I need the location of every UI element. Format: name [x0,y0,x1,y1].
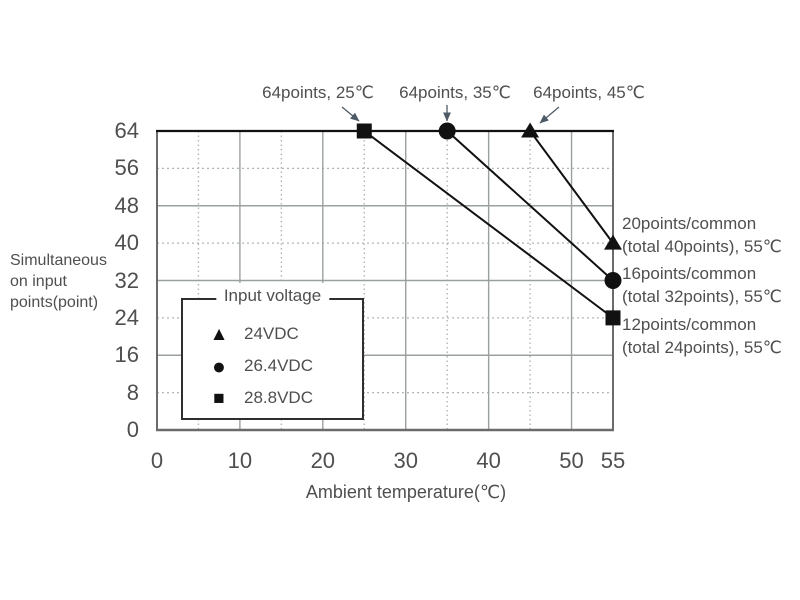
right-annotation-1-line-1: (total 32points), 55℃ [622,287,782,306]
right-annotation-2-line-0: 12points/common [622,315,757,334]
square-marker [605,310,621,326]
x-tick-label-55: 55 [600,448,626,473]
annotation-arrow-0 [341,106,360,122]
legend-title: Input voltage [215,283,330,309]
triangle-marker-icon: ▲ [209,323,229,345]
circle-marker [438,122,456,140]
y-tick-label-48: 48 [114,192,139,218]
x-axis-title: Ambient temperature(℃) [305,482,507,502]
triangle-marker [521,122,540,138]
legend-item-28-8vdc: ■ 28.8VDC [205,385,313,411]
y-tick-label-24: 24 [114,304,139,330]
top-annotation-0: 64points, 25℃ [262,83,374,102]
legend: Input voltage ▲ 24VDC ● 26.4VDC ■ 28.8VD… [181,283,364,420]
right-annotation-1-line-0: 16points/common [622,264,757,283]
right-annotation-1: 16points/common (total 32points), 55℃ [622,262,782,308]
right-annotation-0-line-0: 20points/common [622,214,757,233]
legend-item-26-4vdc: ● 26.4VDC [205,353,313,379]
legend-item-24vdc: ▲ 24VDC [205,321,299,347]
annotation-arrow-2 [539,106,560,124]
legend-label-26-4vdc: 26.4VDC [244,356,313,375]
top-annotation-2: 64points, 45℃ [533,83,645,102]
y-axis-title-line-1: Simultaneous [10,252,107,269]
y-axis-title-line-3: points(point) [10,294,99,311]
right-annotation-0: 20points/common (total 40points), 55℃ [622,212,782,258]
circle-marker [604,272,622,289]
x-tick-label-30: 30 [393,448,418,473]
triangle-marker [604,234,622,250]
y-tick-label-40: 40 [114,230,139,256]
y-axis-title-line-2: on input [10,273,67,290]
x-tick-label-10: 10 [227,448,253,473]
x-tick-label-0: 0 [150,448,164,473]
top-annotation-1: 64points, 35℃ [399,83,511,102]
y-tick-label-16: 16 [114,342,139,368]
y-tick-label-32: 32 [114,267,139,293]
legend-label-24vdc: 24VDC [244,324,299,343]
square-marker-icon: ■ [213,387,225,409]
right-annotation-0-line-1: (total 40points), 55℃ [622,237,782,256]
x-tick-label-50: 50 [559,448,584,473]
right-annotation-2: 12points/common (total 24points), 55℃ [622,313,782,359]
y-tick-label-64: 64 [114,118,139,143]
x-tick-label-40: 40 [476,448,501,473]
y-tick-label-8: 8 [126,379,139,405]
right-annotation-2-line-1: (total 24points), 55℃ [622,338,782,357]
square-marker [356,123,372,139]
y-tick-label-56: 56 [114,155,139,181]
y-tick-label-0: 0 [126,417,139,442]
y-axis-title: Simultaneous on input points(point) [10,250,107,313]
circle-marker-icon: ● [212,352,226,379]
x-tick-label-20: 20 [310,448,336,473]
legend-label-28-8vdc: 28.8VDC [244,388,313,407]
